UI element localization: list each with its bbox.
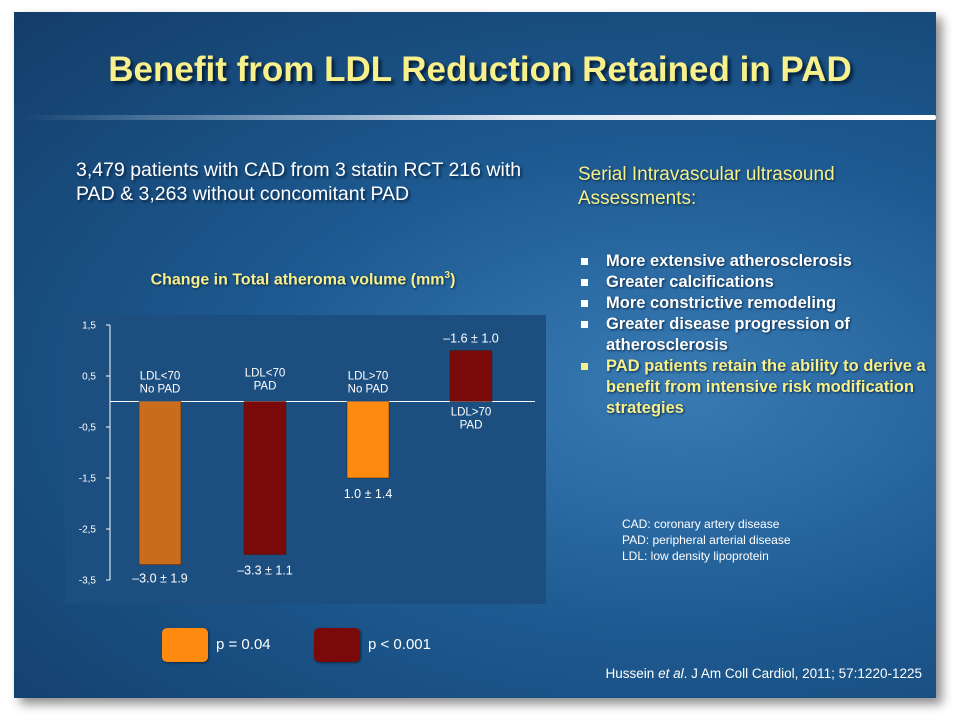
findings-list: More extensive atherosclerosis Greater c…: [578, 251, 934, 419]
abbreviations: CAD: coronary artery disease PAD: periph…: [622, 516, 791, 564]
category-label-line2: PAD: [460, 420, 483, 432]
title-divider: [22, 115, 936, 120]
square-bullet-icon: [581, 300, 588, 307]
chart-panel: 1,5 0,5 -0,5 -1,5 -2,5 -3,5 LDL<70 No PAD –3.0 ±…: [65, 315, 546, 604]
intro-text: 3,479 patients with CAD from 3 statin RC…: [76, 159, 522, 205]
y-tick-label: -1,5: [79, 474, 97, 485]
finding-item: Greater calcifications: [578, 272, 934, 293]
category-label-line1: LDL<70: [140, 371, 181, 383]
abbreviation-ldl: LDL: low density lipoprotein: [622, 549, 769, 563]
category-label-line2: PAD: [254, 381, 277, 393]
bar-value-label: 1.0 ± 1.4: [344, 487, 393, 501]
square-bullet-icon: [581, 363, 588, 370]
finding-item: More constrictive remodeling: [578, 293, 934, 314]
citation-etal: et al: [658, 666, 684, 681]
y-tick-label: 1,5: [82, 321, 96, 332]
legend-swatch-p004: [162, 628, 208, 662]
bar: [138, 401, 182, 565]
finding-item-highlight: PAD patients retain the ability to deriv…: [578, 356, 934, 419]
chart-title-end: ): [450, 271, 456, 289]
bar: [346, 401, 390, 479]
y-tick-label: -0,5: [79, 423, 97, 434]
square-bullet-icon: [581, 258, 588, 265]
legend-label-p0001: p < 0.001: [368, 636, 431, 653]
finding-text: More constrictive remodeling: [606, 294, 837, 312]
citation-source: . J Am Coll Cardiol, 2011; 57:1220-1225: [683, 666, 922, 681]
square-bullet-icon: [581, 321, 588, 328]
finding-text: Greater disease progression of atheroscl…: [606, 315, 850, 354]
chart-title: Change in Total atheroma volume (mm3): [66, 270, 540, 289]
category-label-line2: No PAD: [140, 384, 181, 396]
finding-text: PAD patients retain the ability to deriv…: [606, 357, 926, 417]
abbreviation-pad: PAD: peripheral arterial disease: [622, 533, 791, 547]
finding-item: More extensive atherosclerosis: [578, 251, 934, 272]
bar: [449, 350, 493, 402]
finding-text: Greater calcifications: [606, 273, 774, 291]
citation: Hussein et al. J Am Coll Cardiol, 2011; …: [542, 666, 922, 681]
chart-title-superscript: 3: [444, 270, 451, 281]
bar-value-label: –3.3 ± 1.1: [237, 564, 293, 578]
bar-value-label: –3.0 ± 1.9: [132, 572, 188, 586]
y-tick-label: 0,5: [82, 372, 96, 383]
citation-author: Hussein: [605, 666, 659, 681]
y-tick-label: -2,5: [79, 525, 97, 536]
finding-item: Greater disease progression of atheroscl…: [578, 314, 934, 356]
bar-value-label: –1.6 ± 1.0: [443, 332, 499, 346]
category-label-line1: LDL<70: [245, 368, 286, 380]
finding-text: More extensive atherosclerosis: [606, 252, 852, 270]
y-tick-label: -3,5: [79, 576, 97, 587]
square-bullet-icon: [581, 279, 588, 286]
category-label-line1: LDL>70: [348, 371, 389, 383]
slide-title: Benefit from LDL Reduction Retained in P…: [108, 50, 852, 89]
abbreviation-cad: CAD: coronary artery disease: [622, 517, 780, 531]
category-label-line1: LDL>70: [451, 407, 492, 419]
legend-swatch-p0001: [314, 628, 360, 662]
category-label-line2: No PAD: [348, 384, 389, 396]
chart-title-main: Change in Total atheroma volume (mm: [150, 271, 445, 289]
legend-label-p004: p = 0.04: [216, 636, 271, 653]
ivus-subheading: Serial Intravascular ultrasound Assessme…: [578, 164, 835, 209]
bar: [243, 401, 287, 555]
